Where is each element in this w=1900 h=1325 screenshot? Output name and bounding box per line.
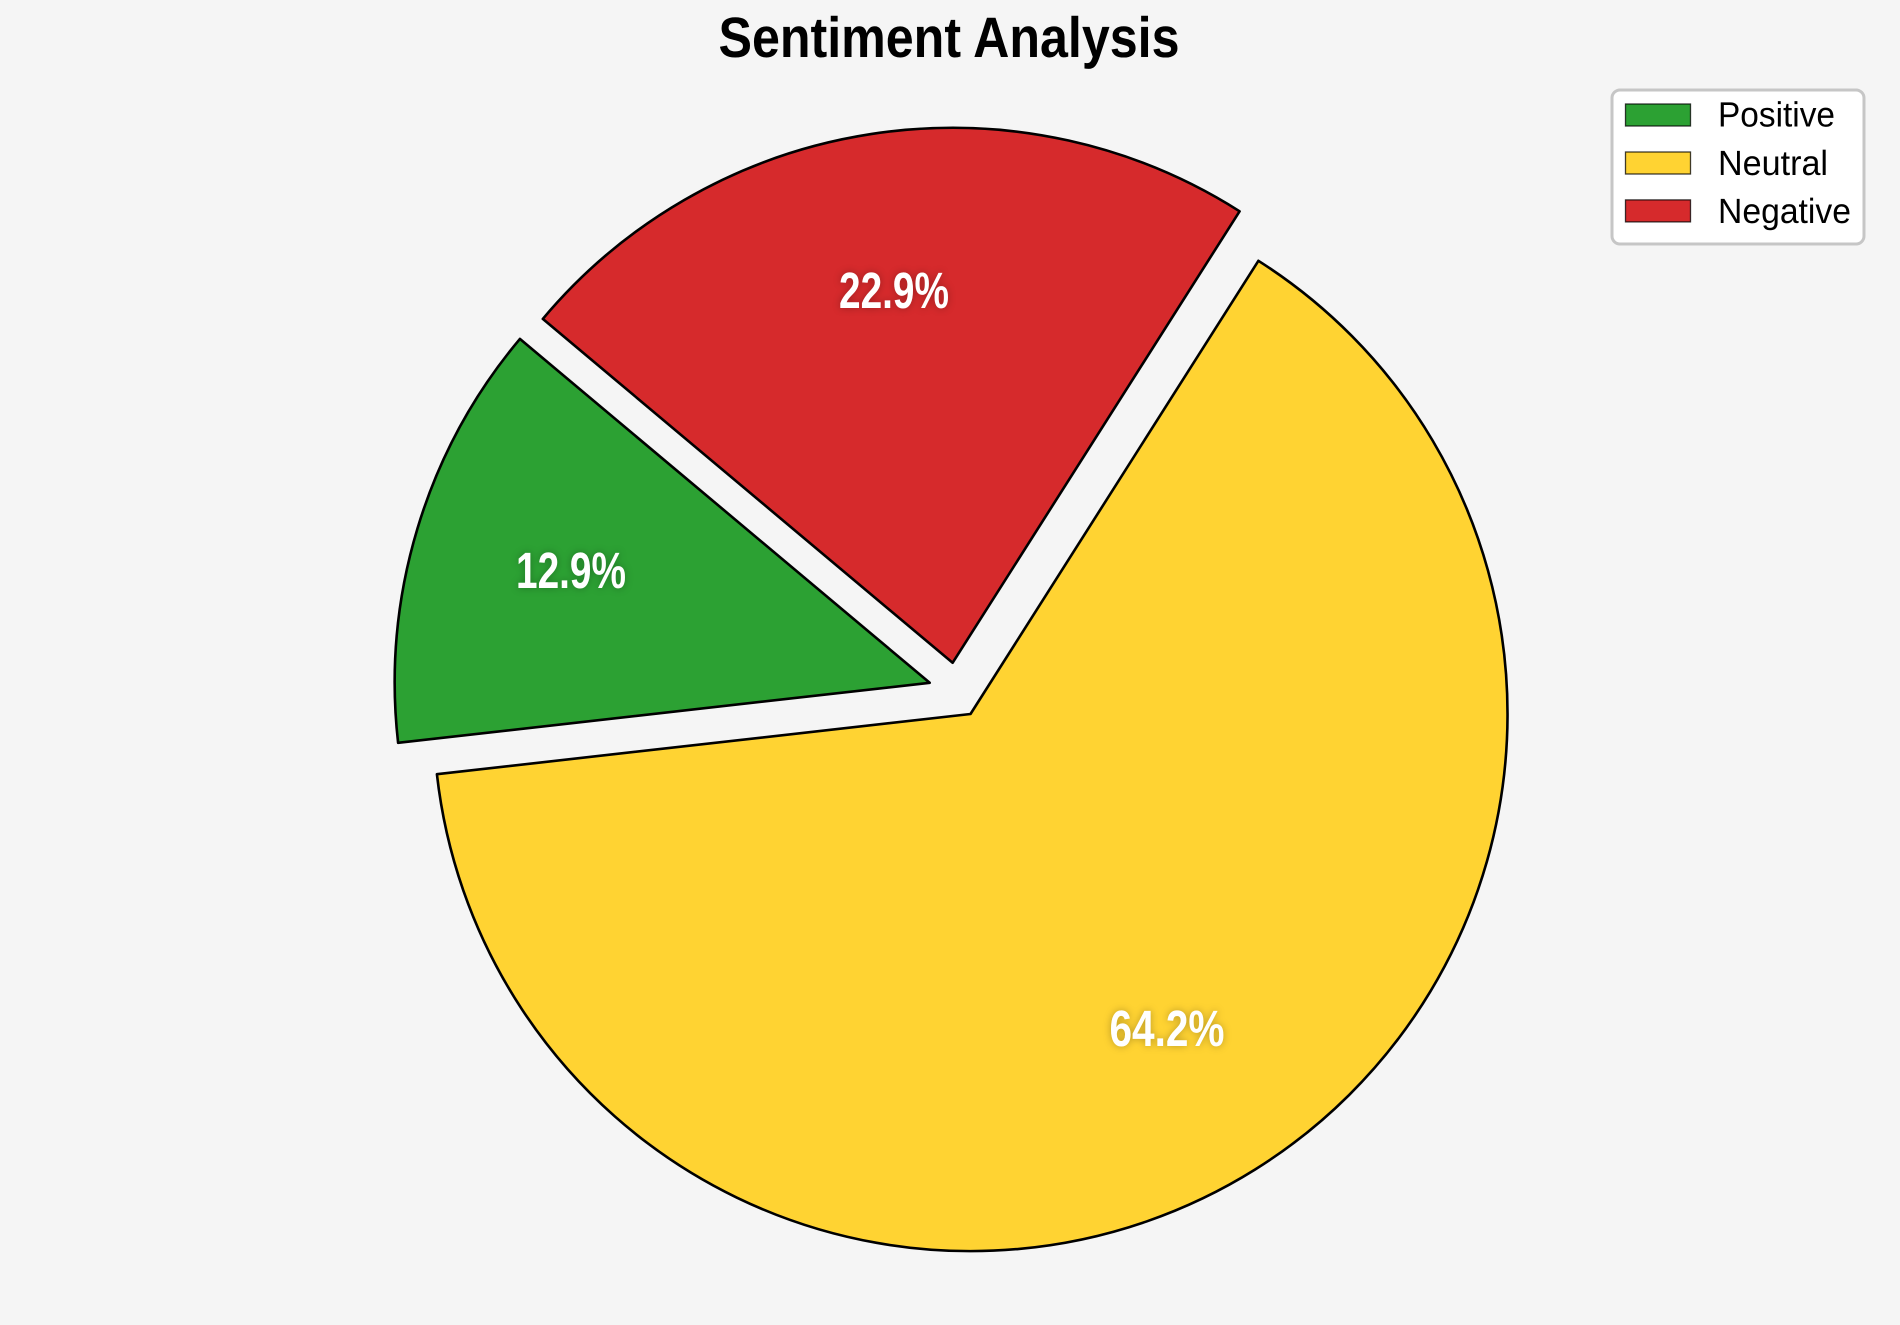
svg-text:12.9%: 12.9% xyxy=(516,542,626,599)
svg-text:Sentiment Analysis: Sentiment Analysis xyxy=(719,6,1180,70)
svg-text:22.9%: 22.9% xyxy=(839,262,949,319)
svg-text:Neutral: Neutral xyxy=(1718,144,1828,183)
svg-text:64.2%: 64.2% xyxy=(1110,1000,1225,1057)
svg-text:Positive: Positive xyxy=(1718,96,1835,135)
svg-text:Negative: Negative xyxy=(1718,192,1851,231)
